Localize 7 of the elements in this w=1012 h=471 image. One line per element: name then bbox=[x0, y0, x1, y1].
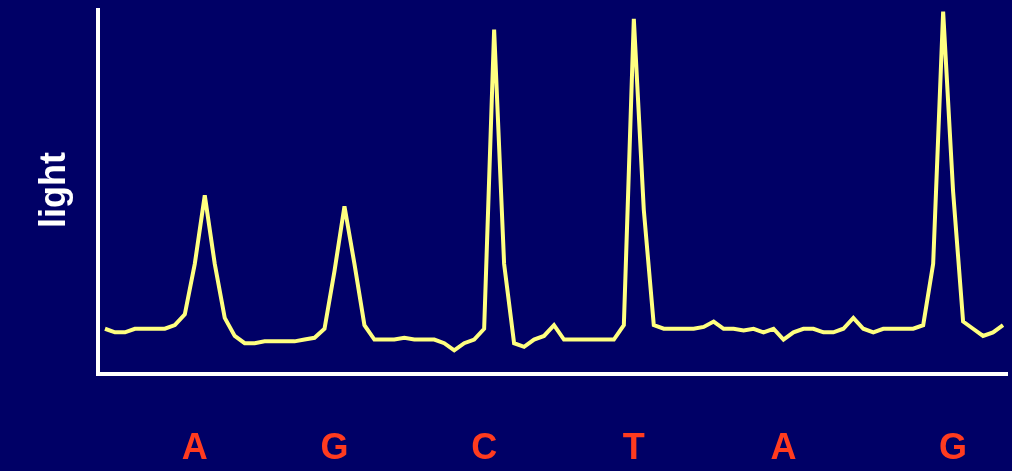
y-axis-title: light bbox=[32, 152, 74, 228]
x-tick-label: T bbox=[622, 426, 645, 468]
x-tick-label: A bbox=[770, 426, 797, 468]
x-tick-label: G bbox=[939, 426, 968, 468]
x-tick-label: C bbox=[471, 426, 498, 468]
x-tick-label: A bbox=[181, 426, 208, 468]
x-tick-label: G bbox=[320, 426, 349, 468]
